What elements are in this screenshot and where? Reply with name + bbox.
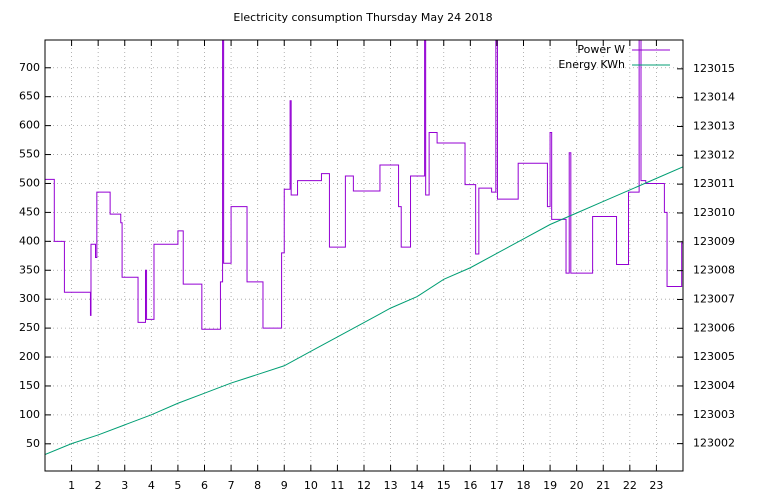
y-tick-label: 400 (19, 234, 40, 247)
y2-tick-label: 123015 (693, 62, 735, 75)
legend-label: Power W (577, 43, 625, 56)
y2-tick-label: 123005 (693, 350, 735, 363)
x-tick-label: 15 (437, 479, 451, 492)
x-tick-label: 23 (649, 479, 663, 492)
x-tick-label: 20 (570, 479, 584, 492)
x-tick-label: 19 (543, 479, 557, 492)
y-tick-label: 300 (19, 292, 40, 305)
x-tick-label: 12 (357, 479, 371, 492)
y2-tick-label: 123013 (693, 119, 735, 132)
x-tick-label: 7 (228, 479, 235, 492)
y-tick-label: 450 (19, 205, 40, 218)
x-tick-label: 11 (330, 479, 344, 492)
y2-tick-label: 123014 (693, 91, 735, 104)
x-tick-label: 13 (384, 479, 398, 492)
y-tick-label: 600 (19, 119, 40, 132)
x-tick-label: 6 (201, 479, 208, 492)
y2-tick-label: 123011 (693, 177, 735, 190)
y-tick-label: 50 (26, 437, 40, 450)
y2-tick-label: 123002 (693, 437, 735, 450)
x-tick-label: 4 (148, 479, 155, 492)
x-tick-label: 1 (68, 479, 75, 492)
chart-title: Electricity consumption Thursday May 24 … (233, 11, 492, 24)
x-tick-label: 16 (463, 479, 477, 492)
series-line (45, 40, 683, 330)
y2-tick-label: 123009 (693, 235, 735, 248)
y-tick-label: 550 (19, 148, 40, 161)
y2-tick-label: 123006 (693, 321, 735, 334)
x-tick-label: 5 (174, 479, 181, 492)
x-tick-label: 3 (121, 479, 128, 492)
y2-tick-label: 123004 (693, 379, 735, 392)
x-tick-label: 9 (281, 479, 288, 492)
y-tick-label: 200 (19, 350, 40, 363)
legend-label: Energy KWh (558, 58, 625, 71)
y2-tick-label: 123012 (693, 148, 735, 161)
grid (45, 40, 683, 471)
y2-tick-label: 123010 (693, 206, 735, 219)
series-line (45, 166, 683, 456)
x-tick-label: 17 (490, 479, 504, 492)
y-tick-label: 700 (19, 61, 40, 74)
x-tick-label: 14 (410, 479, 424, 492)
y2-tick-label: 123007 (693, 292, 735, 305)
y2-tick-label: 123008 (693, 264, 735, 277)
x-tick-label: 18 (517, 479, 531, 492)
y-tick-label: 650 (19, 90, 40, 103)
y-tick-label: 500 (19, 176, 40, 189)
x-tick-label: 21 (596, 479, 610, 492)
x-tick-label: 10 (304, 479, 318, 492)
y2-tick-label: 123003 (693, 408, 735, 421)
y-tick-label: 250 (19, 321, 40, 334)
y-tick-label: 150 (19, 379, 40, 392)
x-tick-label: 2 (95, 479, 102, 492)
x-tick-label: 8 (254, 479, 261, 492)
plot (45, 40, 683, 456)
x-tick-label: 22 (623, 479, 637, 492)
y-tick-label: 350 (19, 263, 40, 276)
y-tick-label: 100 (19, 408, 40, 421)
